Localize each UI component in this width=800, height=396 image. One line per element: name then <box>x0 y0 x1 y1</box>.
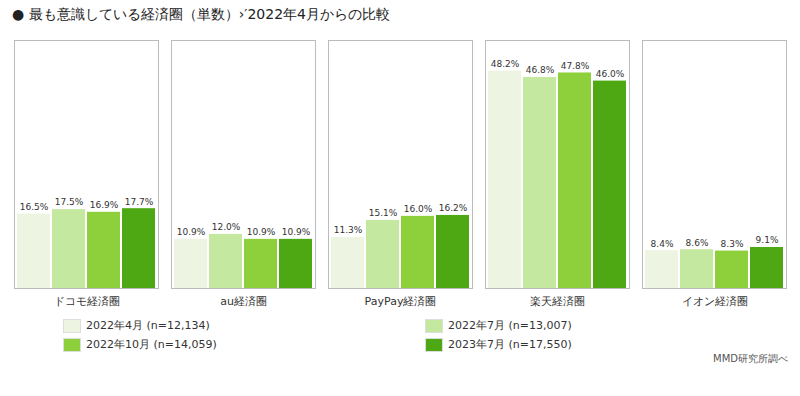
svg-text:47.8%: 47.8% <box>561 61 590 71</box>
html-text:● 最も意識している経済圈（単数）›′2022年4月からの比: ● 最も意識している経済圈（単数）›′2022年4月からの比較 <box>12 6 390 22</box>
html-text:2022年4月 (n=12,134): 2022年4月 (n=12,134) <box>86 319 210 332</box>
svg-text:イオン経済圈: イオン経済圈 <box>682 295 748 308</box>
html-text:2023年7月 (n=17,550): 2023年7月 (n=17,550) <box>448 338 572 351</box>
html-text:2022年10月 (n=14,059): 2022年10月 (n=14,059) <box>86 338 217 351</box>
svg-text:9.1%: 9.1% <box>756 235 779 245</box>
svg-text:10.9%: 10.9% <box>247 227 276 237</box>
svg-text:15.1%: 15.1% <box>369 208 398 218</box>
svg-text:16.9%: 16.9% <box>90 200 119 210</box>
svg-text:PayPay経済圈: PayPay経済圈 <box>365 295 437 308</box>
svg-text:楽天経済圈: 楽天経済圈 <box>530 295 585 308</box>
svg-text:ドコモ経済圈: ドコモ経済圈 <box>54 295 120 308</box>
svg-text:16.0%: 16.0% <box>404 204 433 214</box>
svg-text:8.6%: 8.6% <box>686 238 709 248</box>
svg-text:8.4%: 8.4% <box>651 239 674 249</box>
svg-text:46.0%: 46.0% <box>596 69 625 79</box>
svg-text:10.9%: 10.9% <box>282 227 311 237</box>
svg-text:16.5%: 16.5% <box>20 202 49 212</box>
svg-text:8.3%: 8.3% <box>721 239 744 249</box>
svg-text:au経済圈: au経済圈 <box>220 295 267 308</box>
svg-text:12.0%: 12.0% <box>212 222 241 232</box>
svg-text:16.2%: 16.2% <box>439 203 468 213</box>
svg-text:17.7%: 17.7% <box>125 197 154 207</box>
html-text:2022年7月 (n=13,007): 2022年7月 (n=13,007) <box>448 319 572 332</box>
svg-text:17.5%: 17.5% <box>55 197 84 207</box>
html-text:MMD研究所調べ: MMD研究所調べ <box>713 353 788 364</box>
svg-text:48.2%: 48.2% <box>491 59 520 69</box>
svg-text:46.8%: 46.8% <box>526 65 555 75</box>
svg-text:11.3%: 11.3% <box>334 225 363 235</box>
svg-text:10.9%: 10.9% <box>177 227 206 237</box>
